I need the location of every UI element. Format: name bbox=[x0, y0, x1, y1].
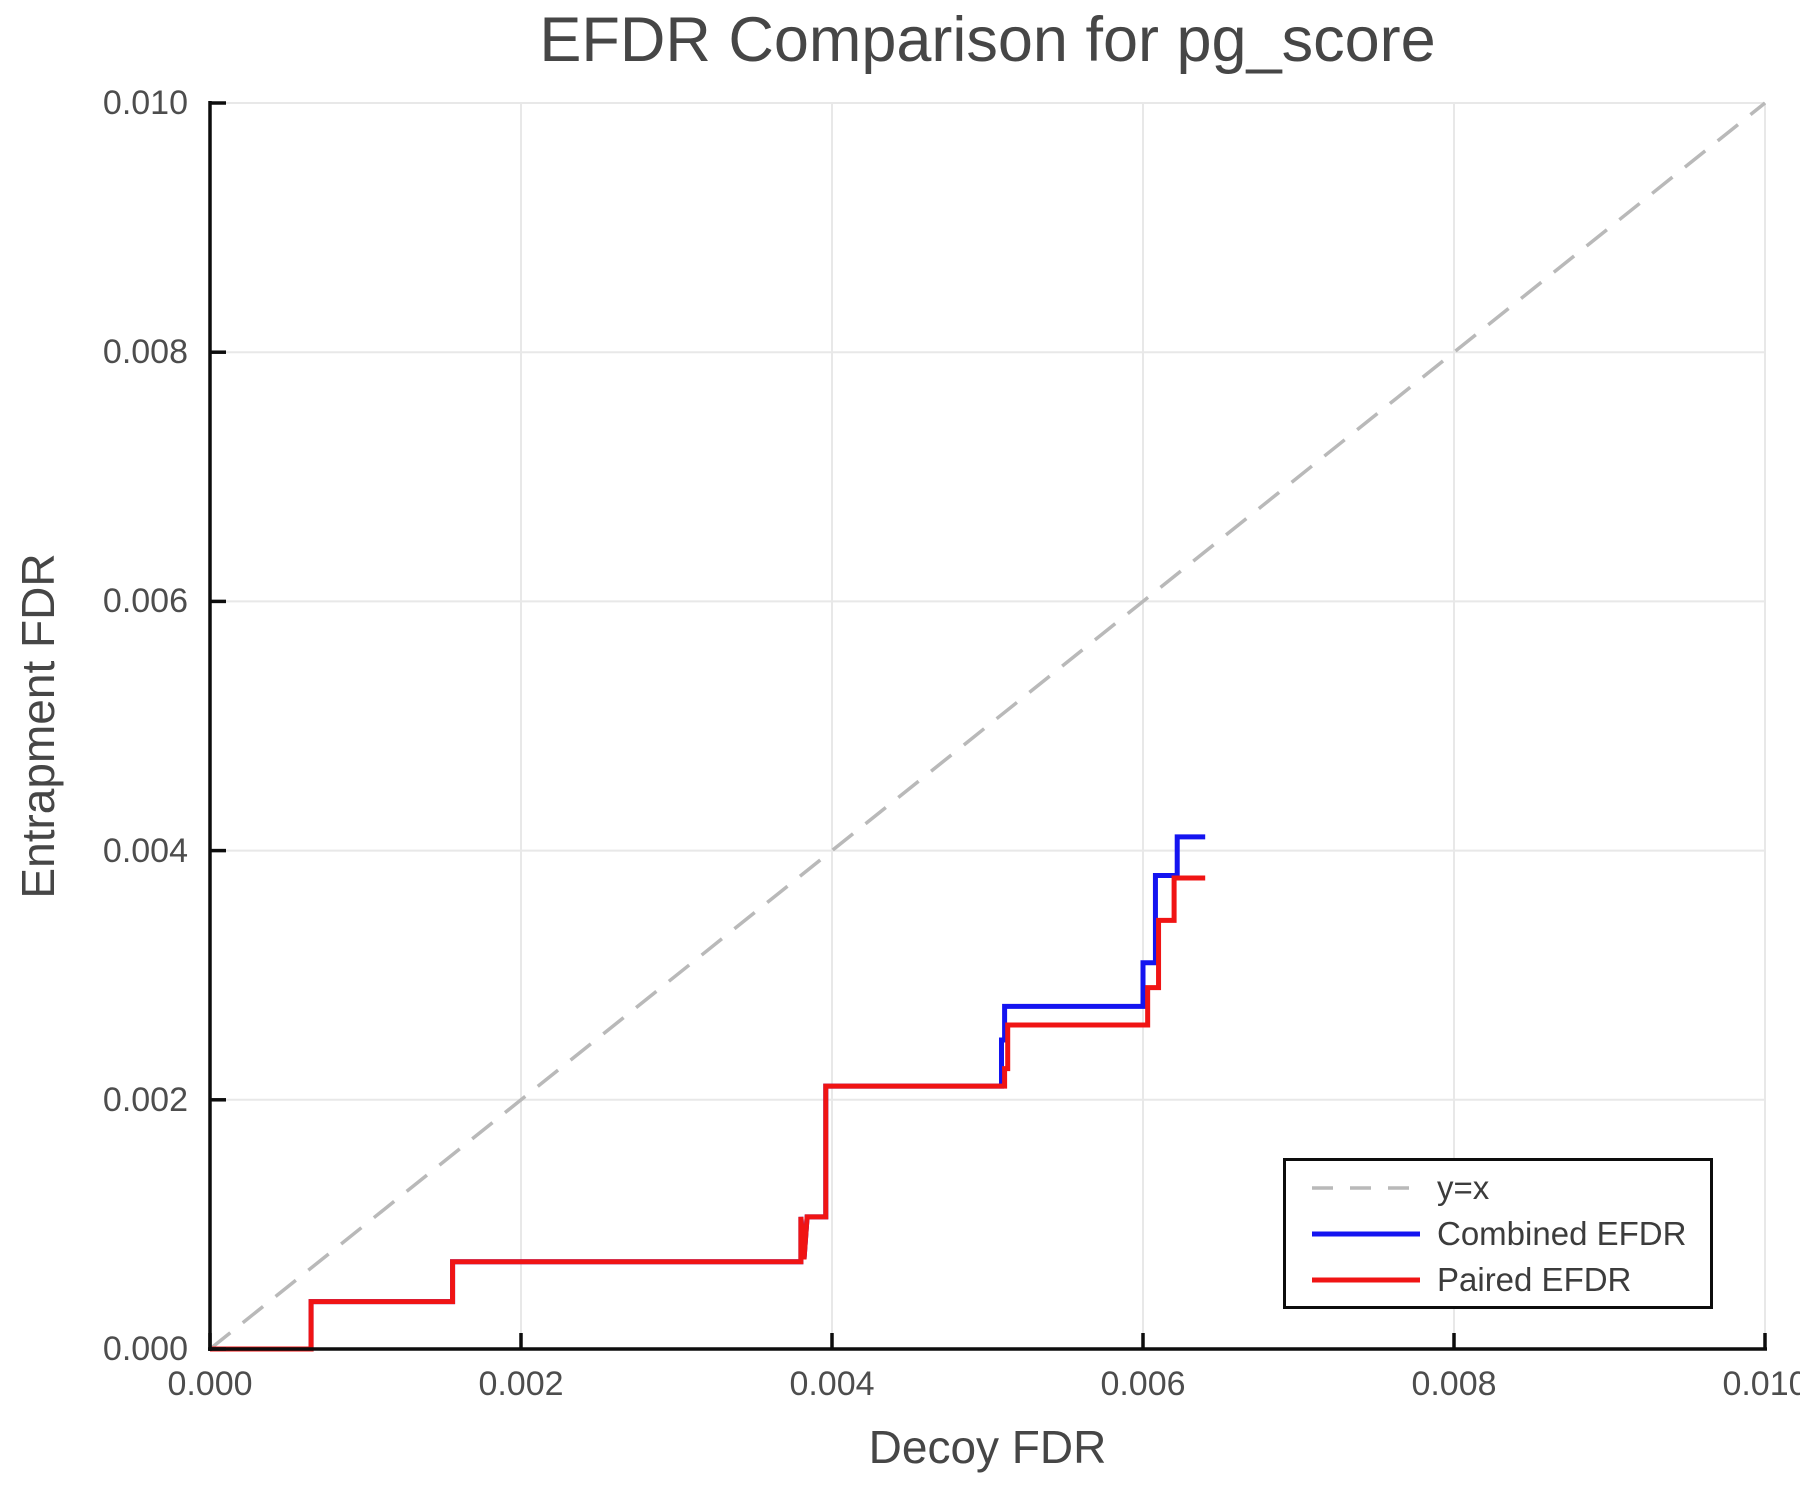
legend-line-sample bbox=[1312, 1277, 1420, 1282]
legend-item-label: Combined EFDR bbox=[1437, 1215, 1687, 1252]
series-paired-efdr bbox=[210, 875, 1206, 1352]
legend-item-label: y=x bbox=[1437, 1169, 1490, 1206]
x-tick-label: 0.002 bbox=[478, 1365, 564, 1403]
y-tick-label: 0.004 bbox=[102, 831, 188, 870]
legend-item: y=x bbox=[1310, 1167, 1710, 1209]
y-tick-label: 0.008 bbox=[102, 333, 188, 372]
y-axis-title: Entrapment FDR bbox=[12, 553, 64, 899]
chart-title: EFDR Comparison for pg_score bbox=[539, 5, 1436, 75]
x-tick-label: 0.004 bbox=[789, 1365, 875, 1403]
legend-item-label: Paired EFDR bbox=[1437, 1261, 1632, 1298]
legend-line-sample bbox=[1312, 1231, 1420, 1236]
legend-item: Paired EFDR bbox=[1310, 1259, 1710, 1301]
y-tick-label: 0.000 bbox=[102, 1330, 188, 1368]
legend: y=x Combined EFDR Paired EFDR bbox=[1283, 1158, 1713, 1309]
series-combined-efdr bbox=[210, 834, 1206, 1352]
y-tick-label: 0.006 bbox=[102, 582, 188, 621]
x-axis-title: Decoy FDR bbox=[868, 1421, 1107, 1473]
x-tick-label: 0.000 bbox=[167, 1365, 253, 1403]
x-tick-label: 0.010 bbox=[1722, 1365, 1800, 1403]
y-tick-label: 0.002 bbox=[102, 1080, 188, 1119]
x-tick-label: 0.008 bbox=[1411, 1365, 1497, 1403]
series-y-x bbox=[208, 101, 1767, 1351]
x-tick-label: 0.006 bbox=[1100, 1365, 1186, 1403]
y-tick-label: 0.010 bbox=[102, 84, 188, 122]
legend-item: Combined EFDR bbox=[1310, 1213, 1710, 1255]
legend-dashed-line-sample bbox=[1312, 1185, 1420, 1190]
